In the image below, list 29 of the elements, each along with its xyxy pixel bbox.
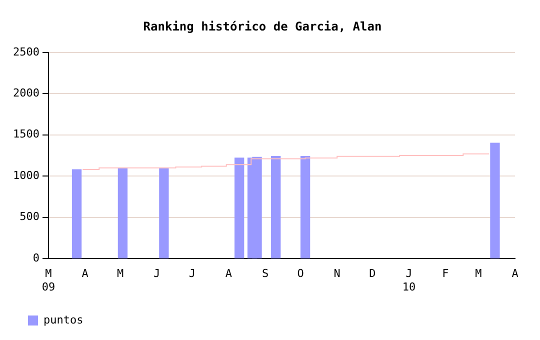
x-tick-label: A	[225, 267, 232, 280]
x-tick-label: A	[512, 267, 519, 280]
x-tick-label: D	[369, 267, 376, 280]
y-tick-label: 2500	[12, 45, 40, 58]
bar	[234, 158, 244, 258]
bar	[271, 156, 281, 258]
x-tick-label: F	[442, 267, 449, 280]
x-tick-label: J	[154, 267, 160, 280]
x-tick-label: M	[475, 267, 482, 280]
bar	[159, 168, 169, 258]
y-tick-label: 2000	[12, 86, 40, 100]
bar	[118, 168, 128, 258]
x-tick-label: M	[117, 267, 124, 280]
y-tick-label: 1500	[12, 128, 40, 141]
y-tick-label: 1000	[12, 168, 40, 182]
x-tick-label: M 09	[42, 267, 56, 294]
legend-label: puntos	[44, 313, 84, 326]
bar	[72, 169, 82, 258]
x-tick-label: J	[188, 267, 196, 280]
bar	[300, 156, 310, 258]
y-tick-label: 0	[32, 251, 40, 264]
x-tick-label: O	[297, 267, 304, 280]
bar	[490, 142, 500, 258]
chart-title: Ranking histórico de Garcia, Alan	[143, 19, 382, 34]
x-tick-label: A	[82, 267, 89, 280]
x-tick-label: J 10	[402, 267, 416, 294]
y-tick-label: 500	[20, 210, 40, 224]
x-tick-label: S	[262, 267, 269, 280]
x-tick-label: N	[334, 267, 340, 280]
